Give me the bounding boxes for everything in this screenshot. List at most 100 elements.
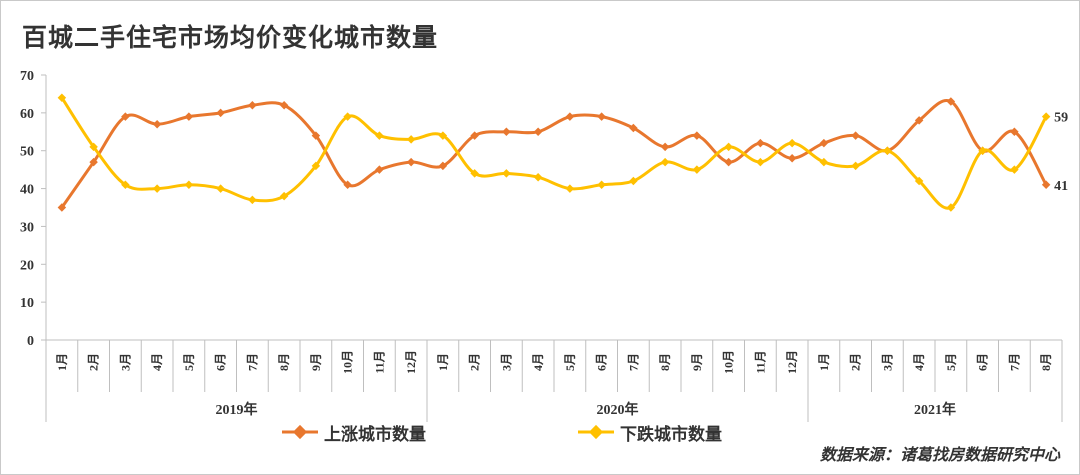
x-tick-label: 2月	[849, 353, 863, 371]
x-tick-label: 1月	[817, 353, 831, 371]
data-point	[660, 157, 670, 167]
data-point	[756, 157, 765, 167]
data-point	[438, 161, 448, 171]
data-point	[660, 142, 670, 152]
x-tick-label: 9月	[690, 353, 704, 371]
data-point	[121, 180, 130, 190]
x-tick-label: 8月	[1039, 353, 1053, 371]
data-point	[724, 157, 733, 167]
y-tick-label: 0	[27, 334, 34, 349]
data-point	[184, 180, 194, 190]
chart-title: 百城二手住宅市场均价变化城市数量	[22, 25, 439, 52]
x-tick-label: 9月	[309, 353, 323, 371]
legend-item-fall: 下跌城市数量	[578, 418, 722, 446]
chart-legend: 上涨城市数量 下跌城市数量	[0, 418, 1080, 446]
year-label: 2019年	[216, 401, 258, 418]
x-tick-label: 7月	[626, 353, 640, 371]
x-tick-label: 6月	[976, 353, 990, 371]
x-tick-label: 4月	[912, 353, 926, 371]
data-point	[756, 138, 765, 148]
data-point	[375, 165, 384, 174]
data-point	[311, 161, 321, 171]
data-source-note: 数据来源：诸葛找房数据研究中心	[819, 447, 1060, 464]
series-fall: 59	[57, 93, 1068, 212]
y-tick-label: 20	[20, 258, 34, 273]
data-point	[565, 184, 575, 193]
legend-label-rise: 上涨城市数量	[324, 424, 426, 444]
data-point	[279, 191, 289, 201]
x-tick-label: 8月	[658, 353, 672, 371]
data-point	[216, 108, 225, 118]
x-tick-label: 12月	[404, 350, 418, 374]
data-point	[565, 112, 575, 121]
x-tick-label: 11月	[372, 350, 386, 373]
data-point	[692, 165, 702, 174]
x-tick-label: 5月	[182, 353, 196, 371]
data-point	[502, 169, 511, 178]
x-tick-label: 12月	[785, 350, 799, 374]
data-point	[216, 184, 225, 193]
x-tick-label: 11月	[753, 350, 767, 373]
data-point	[406, 135, 416, 144]
x-tick-label: 3月	[880, 353, 894, 371]
x-tick-label: 1月	[55, 353, 69, 371]
x-tick-label: 7月	[1007, 353, 1021, 371]
data-point	[184, 112, 194, 121]
data-point	[121, 112, 130, 121]
data-point	[502, 127, 511, 137]
x-tick-label: 7月	[245, 353, 259, 371]
x-tick-label: 5月	[563, 353, 577, 371]
x-tick-label: 5月	[944, 353, 958, 371]
data-point	[89, 142, 98, 152]
x-tick-label: 10月	[341, 350, 355, 374]
chart-series: 41 59	[57, 93, 1068, 212]
series-rise: 41	[57, 97, 1068, 212]
data-point	[57, 203, 67, 212]
data-point	[311, 131, 321, 140]
y-tick-label: 10	[20, 296, 34, 311]
data-point	[787, 154, 797, 163]
data-label: 41	[1054, 179, 1068, 194]
data-point	[343, 112, 352, 121]
data-point	[152, 184, 162, 193]
data-point	[438, 131, 448, 140]
data-point	[597, 180, 606, 190]
x-tick-label: 2月	[87, 353, 101, 371]
x-tick-label: 4月	[531, 353, 545, 371]
y-tick-label: 40	[20, 183, 34, 198]
x-tick-label: 6月	[595, 353, 609, 371]
year-label: 2020年	[597, 401, 639, 418]
data-point	[248, 195, 257, 205]
y-tick-label: 30	[20, 220, 34, 235]
data-point	[819, 138, 829, 148]
x-tick-label: 8月	[277, 353, 291, 371]
x-tick-label: 1月	[436, 353, 450, 371]
x-axis-year-groups: 2019年 2020年 2021年	[45, 340, 1063, 422]
data-point	[597, 112, 606, 121]
data-point	[533, 172, 543, 182]
data-point	[343, 180, 352, 190]
y-tick-label: 70	[20, 69, 34, 84]
legend-item-rise: 上涨城市数量	[282, 418, 426, 446]
data-point	[787, 138, 797, 148]
legend-rise-marker	[282, 424, 318, 440]
data-point	[851, 161, 860, 171]
y-tick-label: 50	[20, 145, 34, 160]
x-tick-label: 2月	[468, 353, 482, 371]
x-tick-label: 10月	[722, 350, 736, 374]
data-point	[851, 131, 860, 140]
x-tick-label: 3月	[499, 353, 513, 371]
x-tick-label: 4月	[150, 353, 164, 371]
data-point	[406, 157, 416, 167]
data-point	[89, 157, 98, 167]
data-point	[470, 169, 479, 178]
legend-label-fall: 下跌城市数量	[620, 424, 722, 444]
data-point	[533, 127, 543, 137]
data-point	[279, 101, 289, 110]
year-label: 2021年	[914, 401, 956, 418]
series-line	[60, 99, 1048, 209]
x-tick-label: 6月	[214, 353, 228, 371]
y-axis-ticks: 0 10 20 30 40 50 60 70	[20, 69, 46, 349]
